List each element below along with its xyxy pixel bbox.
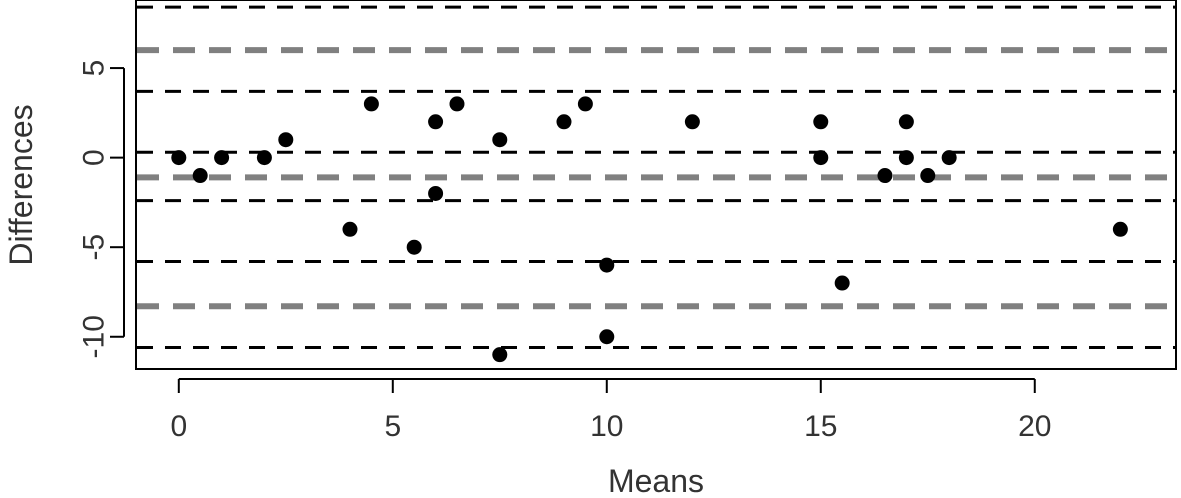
data-point — [406, 239, 422, 255]
data-point — [428, 114, 444, 130]
y-tick-label: -5 — [78, 234, 111, 261]
data-point — [898, 150, 914, 166]
data-point — [556, 114, 572, 130]
data-point — [920, 168, 936, 184]
x-tick-label: 0 — [170, 410, 187, 443]
x-tick-label: 5 — [384, 410, 401, 443]
data-point — [192, 168, 208, 184]
data-point — [813, 114, 829, 130]
data-point — [813, 150, 829, 166]
data-point — [834, 275, 850, 291]
x-tick-label: 10 — [590, 410, 623, 443]
data-point — [256, 150, 272, 166]
data-point — [599, 257, 615, 273]
data-point — [492, 347, 508, 363]
x-tick-label: 15 — [804, 410, 837, 443]
y-tick-label: -10 — [78, 315, 111, 358]
reference-lines — [137, 5, 1175, 350]
data-point — [428, 185, 444, 201]
data-point — [684, 114, 700, 130]
y-tick-label: 0 — [78, 149, 111, 166]
y-axis-title: Differences — [3, 104, 39, 265]
y-axis: -10 -5 0 5 — [78, 60, 125, 358]
x-tick-label: 20 — [1018, 410, 1051, 443]
data-point — [898, 114, 914, 130]
data-point — [171, 150, 187, 166]
data-point — [363, 96, 379, 112]
x-axis: 0 5 10 15 20 — [170, 378, 1051, 443]
data-point — [492, 132, 508, 148]
data-point — [342, 221, 358, 237]
data-point — [449, 96, 465, 112]
data-point — [941, 150, 957, 166]
data-points — [171, 96, 1128, 363]
data-point — [599, 329, 615, 345]
data-point — [214, 150, 230, 166]
data-point — [877, 168, 893, 184]
data-point — [577, 96, 593, 112]
data-point — [278, 132, 294, 148]
y-tick-label: 5 — [78, 60, 111, 77]
data-point — [1112, 221, 1128, 237]
plot-frame — [135, 0, 1177, 370]
x-axis-title: Means — [608, 463, 704, 498]
